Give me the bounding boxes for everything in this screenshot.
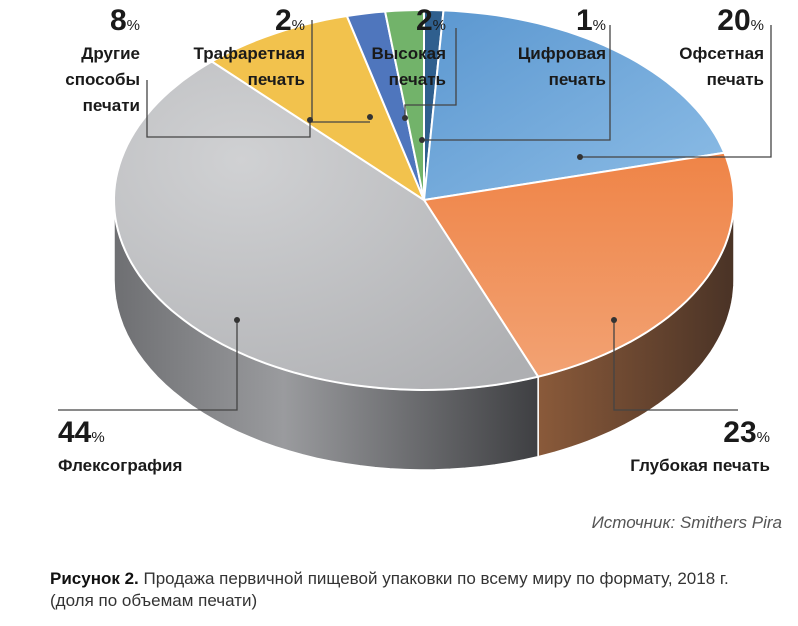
leader-offset-dot [577, 154, 583, 160]
label-other-pct: 8% [109, 4, 140, 37]
slice-глубокая-печать [422, 151, 736, 378]
label-letterpress: 2% Высокая печать [340, 6, 446, 93]
label-gravure: 23% Глубокая печать [560, 418, 770, 479]
label-letterpress-line2: печать [388, 70, 446, 89]
label-other-line1: Другие [81, 44, 140, 63]
leader-screen-dot [367, 114, 373, 120]
label-digital-line2: печать [548, 70, 606, 89]
label-flexo: 44% Флексография [58, 418, 258, 479]
label-flexo-line1: Флексография [58, 456, 183, 475]
leader-flexo-dot [234, 317, 240, 323]
leader-letterpress-dot [402, 115, 408, 121]
label-digital: 1% Цифровая печать [480, 6, 606, 93]
leader-offset [580, 25, 772, 158]
leader-letterpress [404, 28, 457, 118]
leader-digital-dot [419, 137, 425, 143]
caption-bold: Рисунок 2. [50, 569, 139, 588]
label-screen: 2% Трафаретная печать [165, 4, 306, 93]
leader-other-dot [307, 117, 313, 123]
label-offset-line2: печать [706, 70, 764, 89]
caption-text: Продажа первичной пищевой упаковки по вс… [50, 569, 729, 610]
label-gravure-pct: 23% [723, 416, 770, 449]
pie-chart [58, 8, 772, 471]
slice-флексография [112, 60, 540, 392]
leader-gravure-dot [611, 317, 617, 323]
label-screen-pct: 2% [274, 4, 305, 37]
label-screen-line1: Трафаретная [193, 44, 306, 63]
leader-other [146, 80, 311, 138]
label-other-line2: способы [65, 70, 140, 89]
slice-офсетная-печать [422, 9, 726, 202]
label-other: 8% Другие способы печати [20, 6, 140, 119]
source-note: Источник: Smithers Pira [591, 513, 782, 532]
leader-digital [422, 25, 611, 141]
label-offset: 20% Офсетная печать [640, 6, 764, 93]
label-gravure-line1: Глубокая печать [630, 456, 770, 475]
label-other-line3: печати [82, 96, 140, 115]
label-offset-pct: 20% [717, 4, 764, 37]
leader-gravure [613, 320, 738, 411]
label-letterpress-line1: Высокая [371, 44, 446, 63]
label-flexo-pct: 44% [58, 416, 105, 449]
label-digital-pct: 1% [575, 4, 606, 37]
figure-caption: Рисунок 2. Продажа первичной пищевой упа… [50, 568, 730, 612]
label-letterpress-pct: 2% [415, 4, 446, 37]
label-screen-line2: печать [247, 70, 305, 89]
slice-другие-способы-печати [209, 14, 427, 203]
label-digital-line1: Цифровая [517, 44, 606, 63]
leader-flexo [58, 320, 238, 411]
label-offset-line1: Офсетная [679, 44, 764, 63]
